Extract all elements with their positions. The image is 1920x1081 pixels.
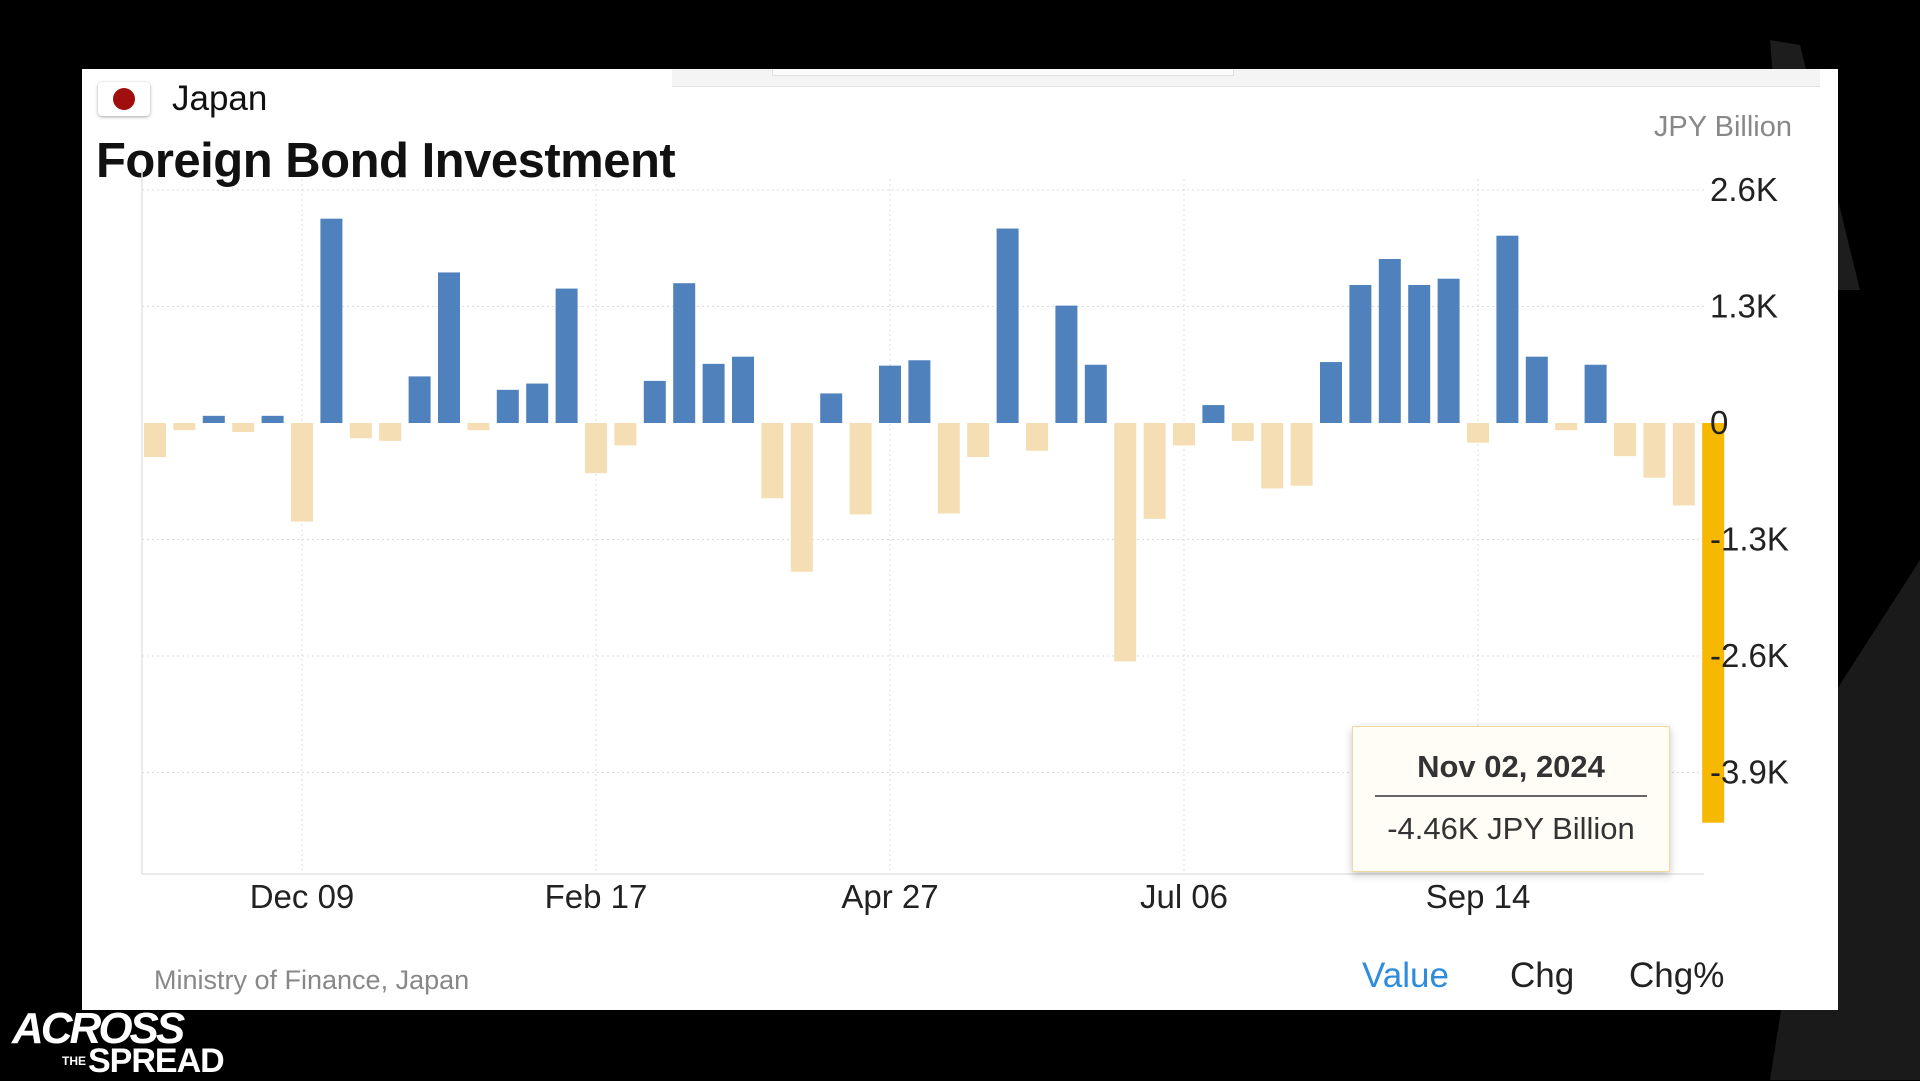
bar [673,283,696,423]
bar [1496,235,1519,423]
bar [996,228,1019,423]
bar [232,423,255,432]
bar [320,218,343,423]
logo-line1: ACROSS [12,1004,185,1053]
bar [1408,284,1431,423]
bar [261,415,284,423]
tooltip-divider [1375,795,1647,797]
bar [173,423,196,431]
bar [1143,423,1166,519]
bar [1555,423,1578,431]
bar [1584,364,1607,423]
y-tick-label: 2.6K [1710,171,1778,208]
bar [790,423,813,572]
bar [1055,305,1078,423]
bar [937,423,960,514]
bar [526,383,549,423]
bar [1643,423,1666,478]
chart-tooltip: Nov 02, 2024 -4.46K JPY Billion [1352,726,1670,872]
bar [1202,405,1225,423]
y-tick-label: -1.3K [1710,521,1789,558]
logo-small: THE [62,1054,86,1068]
bar [761,423,784,499]
bar [1231,423,1254,441]
bar [555,288,578,423]
bar-chart: 2.6K 1.3K 0 -1.3K -2.6K -3.9K Dec 09 Feb 17 Apr … [141,169,1789,915]
toolbar-tab[interactable] [772,69,1234,76]
y-tick-label: 1.3K [1710,288,1778,325]
logo-line2: SPREAD [88,1042,225,1080]
across-the-spread-logo: ACROSS THE SPREAD [4,1000,225,1080]
country-label: Japan [98,79,267,119]
bar [1467,423,1489,443]
bar [144,423,166,458]
chart-card: Japan Foreign Bond Investment JPY Billio… [82,69,1838,1010]
change-toggle[interactable]: Chg [1510,956,1575,995]
y-tick-label: -3.9K [1710,754,1789,791]
bar [467,423,490,431]
bar [379,423,402,441]
x-tick-label: Apr 27 [841,878,938,915]
bar [732,356,754,423]
bar [1614,423,1636,457]
bar [614,423,637,446]
tooltip-date: Nov 02, 2024 [1417,749,1605,784]
bar [1114,423,1137,662]
bar [1084,364,1107,423]
bar [702,363,725,423]
source-label: Ministry of Finance, Japan [154,965,470,995]
bar [1437,278,1460,423]
country-name: Japan [172,79,268,118]
bar [908,360,931,423]
bar [1378,259,1401,423]
bar [643,380,666,423]
bar [291,423,313,522]
x-tick-label: Jul 06 [1140,878,1228,915]
bar [438,272,460,423]
value-toggle[interactable]: Value [1362,956,1449,995]
bar [496,389,519,423]
y-tick-label: -2.6K [1710,637,1789,674]
bar [1349,284,1372,423]
bar [1026,423,1048,451]
x-tick-label: Feb 17 [545,878,648,915]
x-tick-label: Dec 09 [250,878,355,915]
bar [820,393,843,423]
unit-label: JPY Billion [1653,111,1792,143]
bar [585,423,607,474]
bar [408,376,431,423]
bar [967,423,990,458]
japan-flag-icon [98,82,150,116]
bar [849,423,872,515]
x-tick-label: Sep 14 [1426,878,1531,915]
y-tick-label: 0 [1710,404,1728,441]
bar [1261,423,1284,489]
highlighted-bar [1702,423,1725,823]
top-toolbar-strip [672,69,1820,87]
bar [1672,423,1695,506]
bar [1525,356,1548,423]
tooltip-value: -4.46K JPY Billion [1387,811,1635,846]
bar [1173,423,1195,446]
bar [202,415,225,423]
bar [1290,423,1313,486]
bar [879,365,901,423]
change-percent-toggle[interactable]: Chg% [1629,956,1725,995]
chart-title: Foreign Bond Investment [96,134,676,188]
bar [1320,362,1342,423]
bar [349,423,372,439]
